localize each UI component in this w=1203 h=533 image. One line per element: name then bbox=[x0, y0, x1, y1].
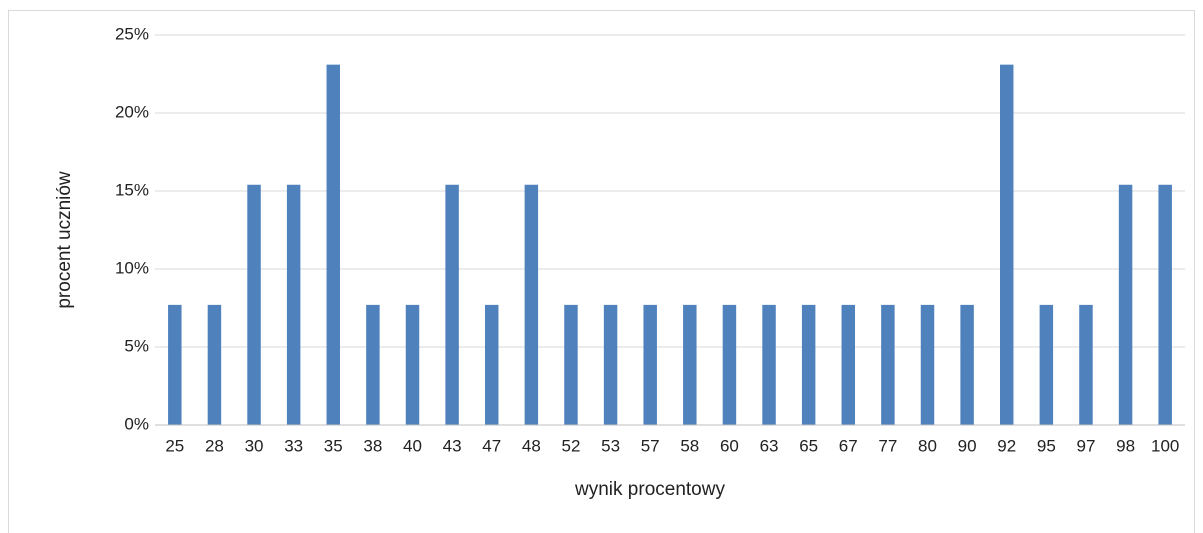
bar bbox=[326, 64, 341, 425]
x-tick-label: 80 bbox=[918, 436, 937, 455]
y-tick-label: 5% bbox=[124, 336, 149, 355]
x-tick-label: 97 bbox=[1077, 436, 1096, 455]
bar bbox=[168, 304, 182, 425]
x-tick-label: 30 bbox=[245, 436, 264, 455]
chart-border bbox=[8, 10, 1195, 533]
bar bbox=[484, 304, 499, 425]
bar bbox=[445, 184, 459, 425]
bar bbox=[564, 304, 578, 425]
x-tick-label: 28 bbox=[205, 436, 224, 455]
bar bbox=[762, 304, 776, 425]
x-tick-label: 25 bbox=[165, 436, 184, 455]
x-tick-label: 90 bbox=[958, 436, 977, 455]
x-tick-label: 100 bbox=[1151, 436, 1179, 455]
bar bbox=[722, 304, 737, 425]
bar bbox=[683, 304, 697, 425]
bar bbox=[841, 304, 856, 425]
y-tick-label: 15% bbox=[115, 180, 149, 199]
bar bbox=[960, 304, 974, 425]
x-tick-label: 65 bbox=[799, 436, 818, 455]
y-axis-title: procent uczniów bbox=[54, 171, 75, 309]
x-tick-label: 48 bbox=[522, 436, 541, 455]
bar bbox=[247, 184, 261, 425]
x-tick-label: 40 bbox=[403, 436, 422, 455]
bar bbox=[1039, 304, 1054, 425]
y-tick-label: 25% bbox=[115, 24, 149, 43]
x-tick-label: 53 bbox=[601, 436, 620, 455]
bar bbox=[286, 184, 301, 425]
bar bbox=[1118, 184, 1133, 425]
bar bbox=[801, 304, 816, 425]
x-axis-title: wynik procentowy bbox=[574, 479, 725, 500]
x-tick-label: 63 bbox=[760, 436, 779, 455]
x-tick-label: 52 bbox=[562, 436, 581, 455]
x-tick-label: 47 bbox=[482, 436, 501, 455]
y-tick-label: 0% bbox=[124, 414, 149, 433]
x-tick-label: 95 bbox=[1037, 436, 1056, 455]
bar bbox=[405, 304, 420, 425]
bar bbox=[881, 304, 895, 425]
y-tick-label: 10% bbox=[115, 258, 149, 277]
bar bbox=[524, 184, 539, 425]
x-tick-label: 43 bbox=[443, 436, 462, 455]
x-tick-label: 98 bbox=[1116, 436, 1135, 455]
x-tick-label: 60 bbox=[720, 436, 739, 455]
bar bbox=[920, 304, 935, 425]
x-tick-label: 38 bbox=[363, 436, 382, 455]
x-tick-label: 77 bbox=[878, 436, 897, 455]
bar bbox=[999, 64, 1014, 425]
bar bbox=[366, 304, 380, 425]
x-tick-label: 33 bbox=[284, 436, 303, 455]
x-tick-label: 35 bbox=[324, 436, 343, 455]
bar bbox=[1079, 304, 1093, 425]
x-tick-label: 57 bbox=[641, 436, 660, 455]
bar bbox=[643, 304, 657, 425]
x-tick-label: 67 bbox=[839, 436, 858, 455]
x-tick-label: 58 bbox=[680, 436, 699, 455]
x-tick-label: 92 bbox=[997, 436, 1016, 455]
bar bbox=[603, 304, 618, 425]
bar bbox=[207, 304, 222, 425]
y-tick-label: 20% bbox=[115, 102, 149, 121]
bar bbox=[1158, 184, 1172, 425]
